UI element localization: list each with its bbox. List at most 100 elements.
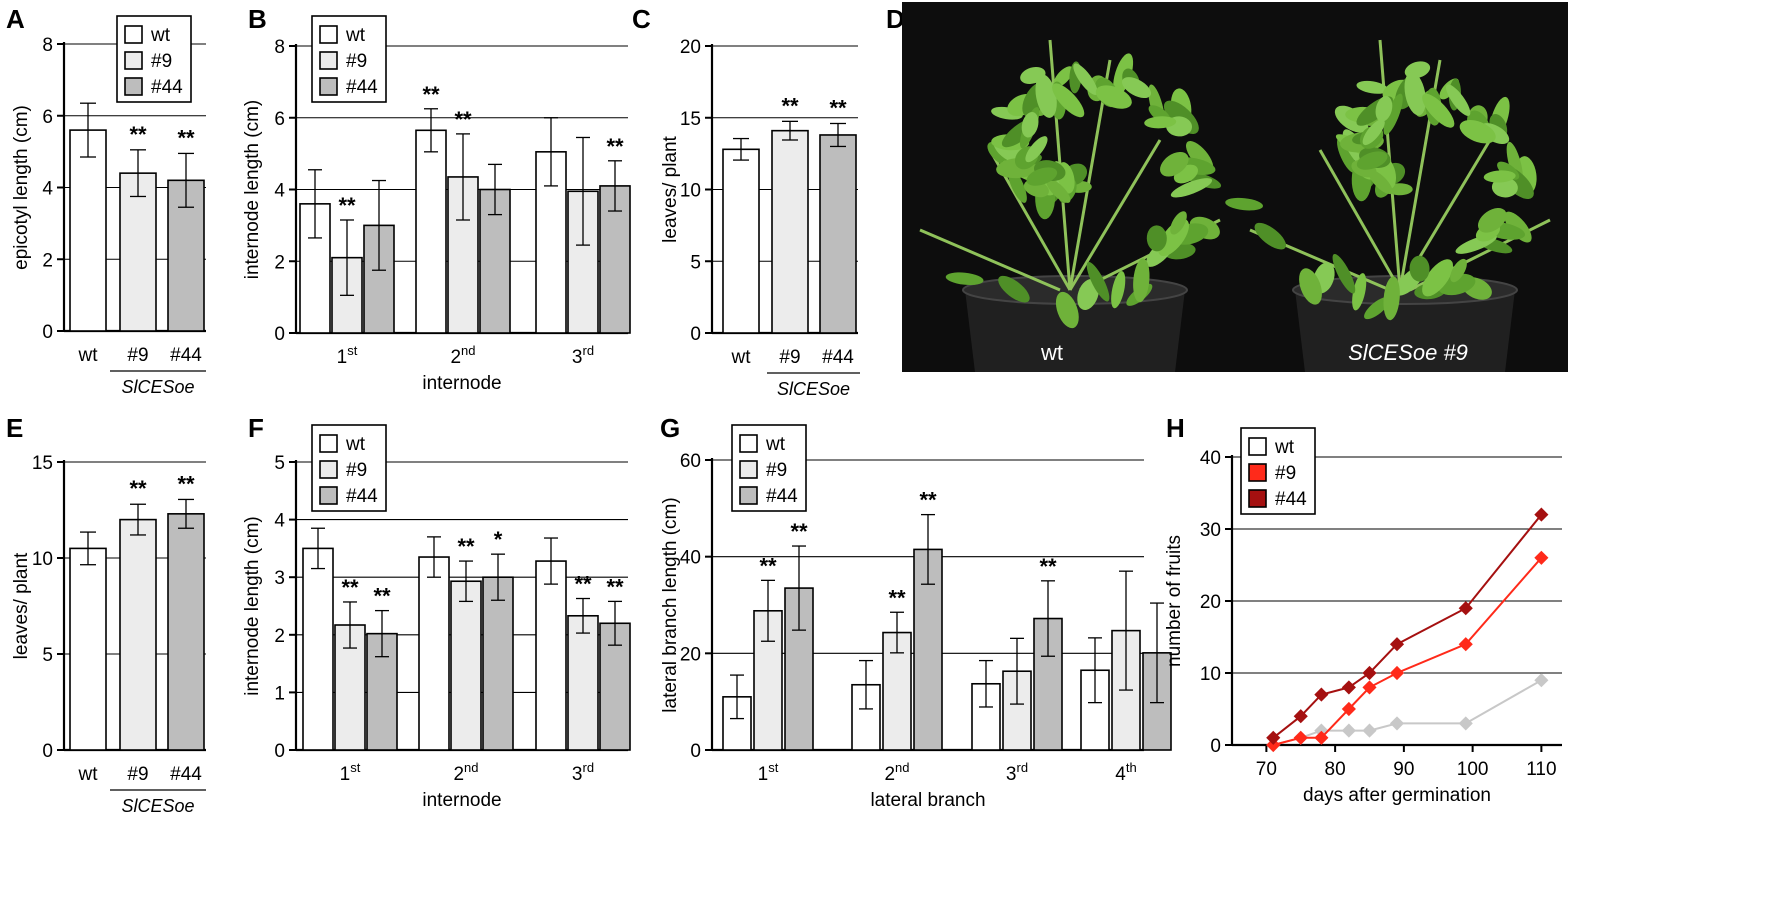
x-tick-label: 3rd	[1006, 760, 1028, 785]
bar-n9	[771, 129, 809, 334]
x-tick-label: #9	[127, 764, 148, 785]
legend-swatch-n9	[1248, 463, 1267, 482]
significance-marker: **	[422, 82, 440, 107]
legend-label-n9: #9	[346, 460, 367, 481]
significance-marker: **	[829, 95, 847, 120]
x-tick-label-sup: st	[768, 760, 779, 775]
bar-n44	[819, 134, 857, 334]
legend-swatch-n9	[319, 51, 338, 70]
leaf	[1055, 291, 1079, 329]
stem	[919, 228, 1061, 292]
y-tick-label: 0	[690, 324, 701, 345]
leaf	[1422, 259, 1454, 297]
x-tick-label-base: 1	[340, 764, 351, 785]
bar-wt	[418, 556, 450, 751]
y-tick-label: 3	[274, 568, 285, 589]
leaf	[1052, 83, 1085, 118]
y-tick-label: 8	[42, 35, 53, 56]
x-axis-label: internode	[422, 790, 501, 811]
y-tick-label: 15	[680, 109, 701, 130]
panel-label-D: D	[886, 4, 905, 34]
bar-n9	[567, 614, 599, 751]
y-tick-label: 0	[42, 741, 53, 762]
data-point-n9	[1362, 680, 1377, 695]
leaf	[1383, 276, 1400, 321]
legend-swatch-wt	[739, 434, 758, 453]
leaf	[1170, 211, 1187, 235]
x-tick-label-sup: rd	[583, 343, 595, 358]
legend-label-n44: #44	[766, 486, 798, 507]
y-tick-label: 60	[680, 451, 701, 472]
significance-marker: **	[177, 125, 195, 150]
significance-marker: **	[781, 93, 799, 118]
photo-label-line: SlCESoe #9	[1348, 340, 1468, 365]
data-point-n44	[1458, 601, 1473, 616]
group-label: SlCESoe	[121, 377, 194, 397]
legend-swatch-n44	[319, 77, 338, 96]
data-point-n44	[1341, 680, 1356, 695]
bar-wt	[302, 547, 334, 751]
x-tick-label: 4th	[1115, 760, 1136, 785]
significance-marker: **	[454, 107, 472, 132]
panel-label-G: G	[660, 413, 680, 443]
significance-marker: **	[457, 534, 475, 559]
y-tick-label: 2	[274, 252, 285, 273]
x-tick-label: 1st	[758, 760, 779, 785]
leaf	[1025, 136, 1048, 163]
legend-label-n9: #9	[346, 51, 367, 72]
data-point-n44	[1266, 730, 1281, 745]
leaf	[1459, 120, 1496, 144]
legend-swatch-n9	[739, 460, 758, 479]
y-axis-label: epicotyl length (cm)	[11, 105, 32, 270]
x-tick-label-base: 2	[884, 764, 895, 785]
bar-n44	[482, 576, 514, 751]
legend-label-wt: wt	[1274, 437, 1295, 458]
y-axis-label: number of fruits	[1164, 535, 1185, 667]
y-tick-label: 0	[274, 324, 285, 345]
panel-label-E: E	[6, 413, 23, 443]
leaf	[1299, 268, 1322, 305]
data-point-n44	[1314, 687, 1329, 702]
legend-label-wt: wt	[345, 25, 366, 46]
x-tick-label-base: 4	[1115, 764, 1126, 785]
x-tick-label-base: 3	[1006, 764, 1017, 785]
y-tick-label: 15	[32, 453, 53, 474]
data-point-n44	[1534, 507, 1549, 522]
leaf	[1404, 72, 1426, 116]
data-point-wt	[1389, 716, 1405, 731]
x-tick-label: 110	[1526, 759, 1556, 780]
x-tick-label: 1st	[340, 760, 361, 785]
plant-slcesoe	[1225, 39, 1551, 372]
data-point-n9	[1341, 701, 1356, 717]
leaf	[1111, 271, 1126, 309]
leaf	[1077, 278, 1099, 310]
panel-label-C: C	[632, 4, 651, 34]
significance-marker: **	[790, 519, 808, 544]
x-tick-label-base: 2	[453, 764, 464, 785]
leaf	[1254, 222, 1287, 250]
leaf	[1409, 255, 1430, 282]
y-tick-label: 10	[32, 549, 53, 570]
x-tick-label-sup: st	[350, 760, 361, 775]
significance-marker: **	[759, 553, 777, 578]
bar-wt	[69, 129, 107, 332]
leaf	[1368, 169, 1393, 195]
significance-marker: **	[177, 471, 195, 496]
x-axis-label: lateral branch	[870, 790, 985, 811]
y-axis-label: lateral branch length (cm)	[660, 497, 681, 712]
y-tick-label: 10	[1200, 664, 1221, 685]
y-tick-label: 0	[1210, 736, 1221, 757]
x-tick-label-base: 1	[337, 347, 348, 368]
x-tick-label: 2nd	[450, 343, 475, 368]
x-tick-label-base: 2	[450, 347, 461, 368]
y-tick-label: 10	[680, 181, 701, 202]
data-point-n9	[1389, 665, 1405, 681]
leaf	[1225, 197, 1264, 211]
y-tick-label: 0	[690, 741, 701, 762]
bar-wt	[535, 560, 567, 751]
legend-label-n9: #9	[766, 460, 787, 481]
x-tick-label-sup: rd	[583, 760, 595, 775]
y-tick-label: 5	[42, 645, 53, 666]
y-axis-label: leaves/ plant	[11, 552, 32, 659]
